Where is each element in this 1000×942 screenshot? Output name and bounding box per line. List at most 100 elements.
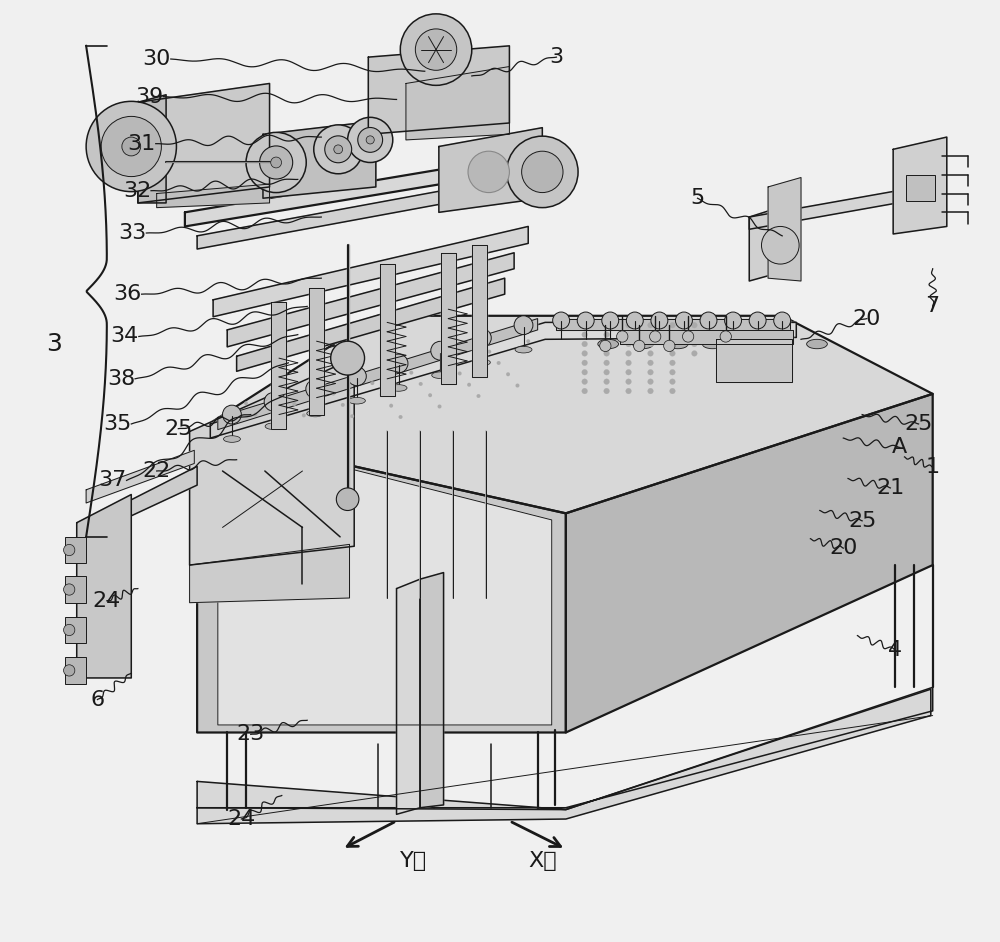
Circle shape: [302, 414, 306, 417]
Circle shape: [720, 331, 731, 342]
Polygon shape: [157, 184, 270, 207]
Text: 25: 25: [904, 414, 933, 434]
Circle shape: [648, 322, 653, 328]
Circle shape: [682, 331, 694, 342]
Circle shape: [497, 361, 501, 365]
Polygon shape: [77, 495, 131, 678]
Circle shape: [468, 152, 509, 192]
Polygon shape: [472, 245, 487, 377]
Circle shape: [487, 349, 491, 353]
Circle shape: [670, 379, 675, 384]
Polygon shape: [309, 287, 324, 414]
Circle shape: [648, 369, 653, 375]
Polygon shape: [197, 431, 566, 733]
Circle shape: [692, 350, 697, 356]
Circle shape: [358, 127, 383, 153]
Ellipse shape: [633, 339, 653, 349]
FancyBboxPatch shape: [906, 174, 935, 201]
Circle shape: [283, 391, 287, 395]
Circle shape: [582, 332, 587, 337]
Ellipse shape: [702, 339, 723, 349]
Polygon shape: [397, 579, 420, 814]
Circle shape: [725, 312, 742, 329]
Circle shape: [648, 360, 653, 365]
Circle shape: [314, 125, 363, 173]
Ellipse shape: [667, 339, 688, 349]
Polygon shape: [197, 690, 931, 823]
Circle shape: [370, 382, 374, 385]
Text: 35: 35: [103, 414, 131, 434]
Polygon shape: [138, 95, 166, 203]
Circle shape: [380, 393, 384, 397]
Circle shape: [626, 369, 631, 375]
Text: 36: 36: [113, 284, 142, 304]
Text: 31: 31: [128, 134, 156, 154]
Polygon shape: [420, 573, 444, 807]
Text: 23: 23: [237, 724, 265, 744]
Text: 6: 6: [90, 690, 104, 709]
Circle shape: [325, 136, 352, 163]
Circle shape: [553, 312, 570, 329]
Polygon shape: [406, 67, 509, 140]
Ellipse shape: [265, 423, 282, 430]
Text: 25: 25: [164, 418, 192, 439]
Circle shape: [448, 360, 452, 364]
Circle shape: [670, 369, 675, 375]
Circle shape: [244, 401, 248, 405]
Text: 37: 37: [98, 470, 127, 491]
Polygon shape: [197, 316, 933, 513]
Polygon shape: [271, 301, 286, 429]
Polygon shape: [185, 153, 538, 226]
Text: 4: 4: [888, 640, 902, 659]
Ellipse shape: [737, 339, 758, 349]
Ellipse shape: [473, 359, 490, 365]
Polygon shape: [237, 278, 505, 371]
Circle shape: [350, 414, 354, 418]
Circle shape: [223, 405, 241, 424]
Circle shape: [400, 360, 404, 364]
Polygon shape: [86, 466, 197, 537]
Circle shape: [336, 488, 359, 511]
Circle shape: [516, 383, 519, 387]
Circle shape: [675, 312, 692, 329]
Circle shape: [361, 370, 365, 374]
Circle shape: [670, 341, 675, 347]
Circle shape: [577, 312, 594, 329]
Text: 20: 20: [853, 309, 881, 329]
Ellipse shape: [348, 398, 365, 404]
Circle shape: [517, 328, 521, 332]
Circle shape: [604, 332, 609, 337]
Circle shape: [477, 394, 480, 398]
Circle shape: [604, 360, 609, 365]
Circle shape: [602, 312, 619, 329]
Circle shape: [514, 316, 533, 334]
Text: 34: 34: [111, 327, 139, 347]
Circle shape: [600, 340, 611, 351]
Circle shape: [604, 322, 609, 328]
Polygon shape: [218, 318, 538, 430]
Circle shape: [604, 369, 609, 375]
Circle shape: [419, 382, 423, 386]
Circle shape: [761, 226, 799, 264]
Circle shape: [582, 322, 587, 328]
Text: 3: 3: [549, 47, 563, 67]
Circle shape: [604, 388, 609, 394]
Circle shape: [507, 137, 578, 207]
Text: 24: 24: [93, 591, 121, 610]
Text: 5: 5: [690, 188, 705, 208]
Polygon shape: [620, 330, 793, 344]
Text: 32: 32: [123, 181, 151, 201]
Circle shape: [271, 157, 282, 168]
Circle shape: [626, 341, 631, 347]
Text: 21: 21: [876, 478, 904, 498]
Circle shape: [626, 360, 631, 365]
Circle shape: [626, 388, 631, 394]
Circle shape: [86, 102, 176, 191]
Circle shape: [626, 379, 631, 384]
Circle shape: [582, 350, 587, 356]
Circle shape: [260, 146, 293, 179]
Text: 33: 33: [118, 223, 146, 243]
Circle shape: [626, 312, 643, 329]
Circle shape: [347, 366, 366, 385]
Circle shape: [626, 350, 631, 356]
